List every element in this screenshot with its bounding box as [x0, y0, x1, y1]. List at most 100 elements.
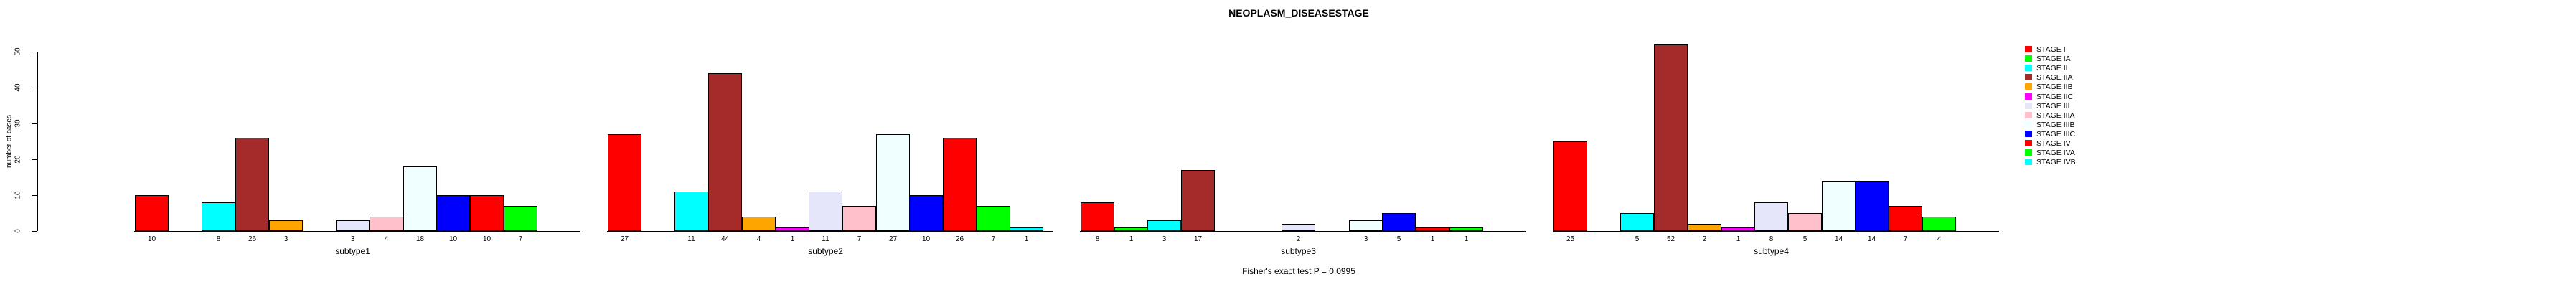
y-axis-tick: [32, 195, 37, 196]
legend-label: STAGE IIIC: [2036, 129, 2076, 138]
legend-label: STAGE IA: [2036, 55, 2071, 64]
bar-stage-i: [1553, 141, 1587, 231]
bar-count-label: 14: [1867, 235, 1876, 243]
bar-stage-iia: [708, 73, 742, 231]
bar-count-label: 2: [1702, 235, 1707, 243]
bar-stage-iv: [1416, 227, 1449, 231]
legend-swatch-stage-iib: [2025, 83, 2032, 90]
bar-stage-iic: [1721, 227, 1755, 231]
bar-count-label: 5: [1396, 235, 1401, 243]
fisher-test-caption: Fisher's exact test P = 0.0995: [1242, 266, 1355, 276]
bar-stage-ii: [1147, 220, 1181, 231]
x-axis-line: [1553, 231, 1999, 232]
bar-count-label: 5: [1635, 235, 1640, 243]
bar-count-label: 8: [1095, 235, 1100, 243]
bar-stage-i: [1081, 202, 1114, 231]
bar-count-label: 26: [955, 235, 964, 243]
bar-stage-i: [608, 134, 641, 231]
bar-stage-ii: [674, 192, 708, 231]
group-label: subtype1: [335, 246, 370, 256]
bar-count-label: 10: [147, 235, 156, 243]
bar-count-label: 4: [1937, 235, 1942, 243]
legend-label: STAGE IV: [2036, 139, 2071, 148]
legend-label: STAGE IIB: [2036, 83, 2073, 92]
legend-swatch-stage-iiic: [2025, 130, 2032, 137]
bar-stage-iii: [1282, 224, 1315, 231]
bar-stage-iva: [1449, 227, 1483, 231]
bar-stage-iv: [470, 195, 504, 231]
bar-stage-iiic: [1855, 181, 1889, 231]
bar-count-label: 1: [1024, 235, 1029, 243]
legend-swatch-stage-iic: [2025, 93, 2032, 100]
legend-swatch-stage-iv: [2025, 140, 2032, 146]
x-axis-line: [1080, 231, 1526, 232]
bar-count-label: 1: [1430, 235, 1435, 243]
bar-count-label: 1: [1129, 235, 1134, 243]
bar-count-label: 26: [248, 235, 257, 243]
bar-count-label: 18: [415, 235, 425, 243]
legend-swatch-stage-ia: [2025, 55, 2032, 62]
legend-label: STAGE IIIA: [2036, 110, 2075, 120]
y-axis-tick-label: 30: [14, 119, 22, 128]
bar-count-label: 3: [1363, 235, 1368, 243]
x-axis-line: [607, 231, 1053, 232]
bar-stage-iiic: [1382, 213, 1416, 231]
bar-stage-iiib: [1349, 220, 1383, 231]
bar-count-label: 3: [350, 235, 355, 243]
bar-count-label: 52: [1666, 235, 1675, 243]
bar-stage-iii: [336, 220, 370, 231]
y-axis-tick-label: 0: [14, 229, 22, 233]
group-label: subtype4: [1754, 246, 1789, 256]
bar-stage-iii: [1754, 202, 1788, 231]
bar-count-label: 11: [687, 235, 695, 243]
bar-count-label: 2: [1296, 235, 1301, 243]
legend-label: STAGE IIC: [2036, 92, 2074, 101]
bar-stage-iiib: [1822, 181, 1856, 231]
bar-stage-iva: [1922, 217, 1956, 231]
legend-label: STAGE IVB: [2036, 158, 2076, 167]
y-axis-tick-label: 50: [14, 47, 22, 56]
legend-swatch-stage-iva: [2025, 149, 2032, 156]
legend-swatch-stage-ivb: [2025, 159, 2032, 166]
y-axis-tick: [32, 159, 37, 160]
legend-swatch-stage-iii: [2025, 102, 2032, 109]
bar-count-label: 4: [756, 235, 761, 243]
legend-swatch-stage-ii: [2025, 65, 2032, 72]
bar-stage-iia: [235, 138, 269, 231]
bar-count-label: 17: [1193, 235, 1203, 243]
bar-count-label: 8: [1769, 235, 1774, 243]
bar-count-label: 8: [216, 235, 221, 243]
bar-stage-iiia: [1788, 213, 1822, 231]
bar-count-label: 3: [1162, 235, 1167, 243]
bar-stage-iib: [269, 220, 303, 231]
bar-count-label: 4: [384, 235, 389, 243]
bar-stage-iva: [504, 206, 537, 231]
chart-title: NEOPLASM_DISEASESTAGE: [1228, 7, 1369, 19]
legend-label: STAGE II: [2036, 64, 2068, 73]
bar-count-label: 1: [1464, 235, 1469, 243]
bar-count-label: 1: [1736, 235, 1741, 243]
y-axis-tick: [32, 231, 37, 232]
bar-count-label: 10: [482, 235, 492, 243]
bar-count-label: 7: [991, 235, 996, 243]
bar-stage-iic: [776, 227, 809, 231]
bar-stage-ii: [1620, 213, 1654, 231]
legend-label: STAGE IIA: [2036, 73, 2073, 83]
bar-count-label: 7: [1903, 235, 1908, 243]
bar-count-label: 7: [857, 235, 862, 243]
bar-stage-iib: [742, 217, 776, 231]
y-axis-line: [37, 52, 38, 231]
legend-label: STAGE III: [2036, 101, 2070, 110]
bar-count-label: 11: [822, 235, 829, 243]
bar-count-label: 7: [518, 235, 523, 243]
legend-label: STAGE I: [2036, 45, 2066, 54]
bar-count-label: 10: [448, 235, 458, 243]
bar-count-label: 25: [1566, 235, 1575, 243]
bar-stage-iiib: [403, 166, 437, 231]
y-axis-title: number of cases: [5, 115, 14, 168]
bar-stage-iia: [1654, 44, 1688, 231]
legend-swatch-stage-iia: [2025, 74, 2032, 81]
y-axis-tick-label: 40: [14, 83, 22, 92]
bar-stage-iiic: [436, 195, 470, 231]
